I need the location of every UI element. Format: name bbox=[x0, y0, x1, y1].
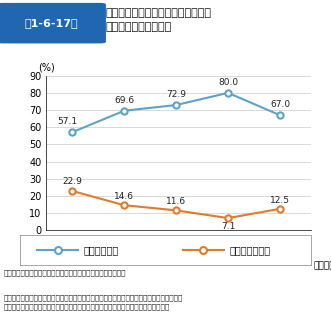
FancyBboxPatch shape bbox=[0, 3, 106, 43]
Text: 7.1: 7.1 bbox=[221, 222, 235, 231]
Text: （年度）: （年度） bbox=[314, 261, 331, 270]
Text: 57.1: 57.1 bbox=[57, 117, 77, 126]
Text: （注）「説明があった」「説明がなかった」以外に、「覚えていない」「このための購入で
　はなかった」「わからない」の選択肢があるが、それらについては省略している。: （注）「説明があった」「説明がなかった」以外に、「覚えていない」「このための購入… bbox=[3, 295, 183, 310]
Text: 12.5: 12.5 bbox=[270, 195, 290, 205]
Text: 携帯電話販売業者によるフィルタリ
ングに関する説明状況: 携帯電話販売業者によるフィルタリ ングに関する説明状況 bbox=[106, 8, 212, 32]
Text: （出典）内閣府「青少年のインターネット利用環境実態調査」: （出典）内閣府「青少年のインターネット利用環境実態調査」 bbox=[3, 270, 126, 276]
Text: 11.6: 11.6 bbox=[166, 197, 186, 206]
Text: 72.9: 72.9 bbox=[166, 90, 186, 99]
Text: 69.6: 69.6 bbox=[114, 96, 134, 105]
Text: 67.0: 67.0 bbox=[270, 100, 290, 109]
Text: 80.0: 80.0 bbox=[218, 78, 238, 87]
Text: 22.9: 22.9 bbox=[62, 177, 82, 186]
Text: 説明がなかった: 説明がなかった bbox=[230, 245, 271, 255]
Text: 14.6: 14.6 bbox=[114, 192, 134, 201]
Text: (%): (%) bbox=[38, 62, 55, 72]
Text: 第1-6-17図: 第1-6-17図 bbox=[24, 18, 78, 28]
Text: 説明があった: 説明があった bbox=[84, 245, 119, 255]
